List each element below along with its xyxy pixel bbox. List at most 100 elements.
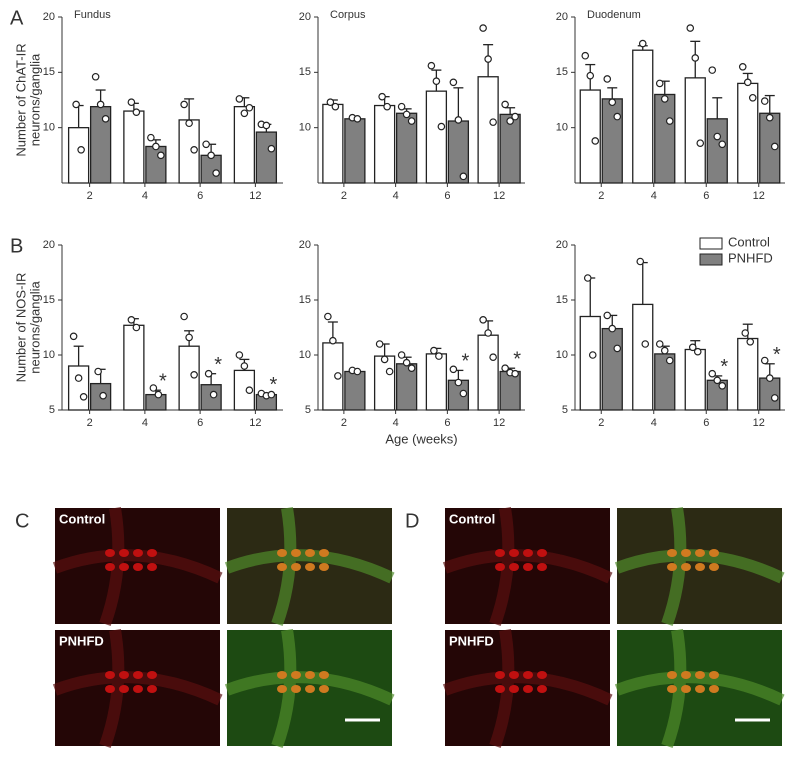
data-point bbox=[743, 78, 752, 87]
significance: * bbox=[269, 374, 277, 396]
bar bbox=[233, 369, 256, 411]
bar bbox=[499, 113, 521, 184]
neuron bbox=[537, 671, 547, 679]
neuron bbox=[105, 549, 115, 557]
bar bbox=[233, 105, 256, 184]
neuron bbox=[509, 671, 519, 679]
bar bbox=[322, 103, 344, 184]
micrograph bbox=[52, 629, 223, 749]
data-point bbox=[397, 102, 406, 111]
data-point bbox=[459, 172, 468, 181]
bar bbox=[684, 348, 706, 411]
neuron bbox=[509, 563, 519, 571]
neuron bbox=[523, 563, 533, 571]
neuron bbox=[509, 549, 519, 557]
data-point bbox=[202, 140, 210, 149]
neuron bbox=[277, 685, 287, 693]
y-tick-label: 5 bbox=[49, 404, 55, 416]
neuron bbox=[495, 685, 505, 693]
neuron bbox=[277, 563, 287, 571]
neuron bbox=[305, 563, 315, 571]
y-tick-label: 20 bbox=[556, 11, 568, 23]
data-point bbox=[660, 95, 669, 103]
data-point bbox=[718, 381, 727, 390]
significance: * bbox=[214, 354, 222, 376]
data-point bbox=[154, 390, 163, 399]
data-point bbox=[686, 24, 695, 32]
x-tick-label: 6 bbox=[197, 190, 203, 202]
neuron bbox=[291, 549, 301, 557]
data-point bbox=[489, 118, 497, 126]
neuron bbox=[147, 685, 157, 693]
bar bbox=[737, 337, 759, 411]
data-point bbox=[449, 78, 458, 87]
data-point bbox=[204, 369, 213, 378]
micrograph bbox=[614, 507, 785, 627]
data-point bbox=[334, 372, 342, 380]
significance: * bbox=[159, 370, 167, 392]
neuron bbox=[695, 685, 705, 693]
y-tick-label: 10 bbox=[556, 349, 568, 361]
neuron bbox=[119, 685, 129, 693]
legend-label: Control bbox=[728, 234, 770, 249]
data-point bbox=[760, 356, 769, 365]
neuron bbox=[133, 549, 143, 557]
neuron bbox=[523, 671, 533, 679]
data-point bbox=[454, 378, 463, 387]
bar bbox=[579, 89, 601, 184]
neuron bbox=[319, 671, 329, 679]
neuron bbox=[105, 685, 115, 693]
neuron bbox=[495, 671, 505, 679]
data-point bbox=[185, 333, 193, 342]
data-point bbox=[132, 108, 141, 116]
data-point bbox=[245, 386, 254, 395]
data-point bbox=[660, 346, 669, 355]
bar bbox=[425, 353, 448, 411]
data-point bbox=[718, 140, 727, 149]
data-point bbox=[72, 100, 80, 109]
bar bbox=[579, 315, 601, 411]
data-point bbox=[608, 98, 617, 107]
data-point bbox=[641, 340, 650, 348]
bar bbox=[67, 127, 90, 184]
data-point bbox=[407, 364, 416, 373]
x-tick-label: 2 bbox=[87, 190, 93, 202]
neuron bbox=[681, 685, 691, 693]
bar bbox=[344, 370, 366, 411]
data-point bbox=[581, 51, 590, 60]
data-point bbox=[127, 315, 136, 324]
data-point bbox=[69, 332, 78, 341]
bar bbox=[373, 355, 396, 411]
data-point bbox=[353, 367, 362, 376]
neuron bbox=[133, 671, 143, 679]
bar bbox=[123, 110, 145, 184]
data-point bbox=[380, 355, 389, 364]
bar bbox=[178, 345, 200, 411]
significance: * bbox=[513, 348, 521, 370]
neuron bbox=[523, 549, 533, 557]
data-point bbox=[511, 369, 519, 378]
data-point bbox=[99, 391, 107, 400]
data-point bbox=[655, 340, 664, 348]
data-point bbox=[326, 98, 335, 107]
neuron bbox=[277, 671, 287, 679]
neuron bbox=[291, 685, 301, 693]
neuron bbox=[709, 549, 719, 557]
data-point bbox=[427, 61, 436, 70]
bar bbox=[67, 365, 90, 411]
significance: * bbox=[461, 351, 469, 373]
data-point bbox=[180, 312, 188, 321]
micrograph bbox=[614, 629, 785, 749]
data-point bbox=[378, 92, 386, 101]
neuron bbox=[695, 671, 705, 679]
y-tick-label: 20 bbox=[556, 239, 568, 251]
bar bbox=[601, 327, 623, 411]
neuron bbox=[319, 563, 329, 571]
data-point bbox=[665, 356, 674, 365]
x-tick-label: 4 bbox=[142, 417, 148, 429]
neuron bbox=[291, 563, 301, 571]
subplot-title: Fundus bbox=[74, 9, 111, 21]
bar bbox=[123, 324, 145, 411]
y-tick-label: 15 bbox=[556, 294, 568, 306]
data-point bbox=[331, 102, 340, 111]
